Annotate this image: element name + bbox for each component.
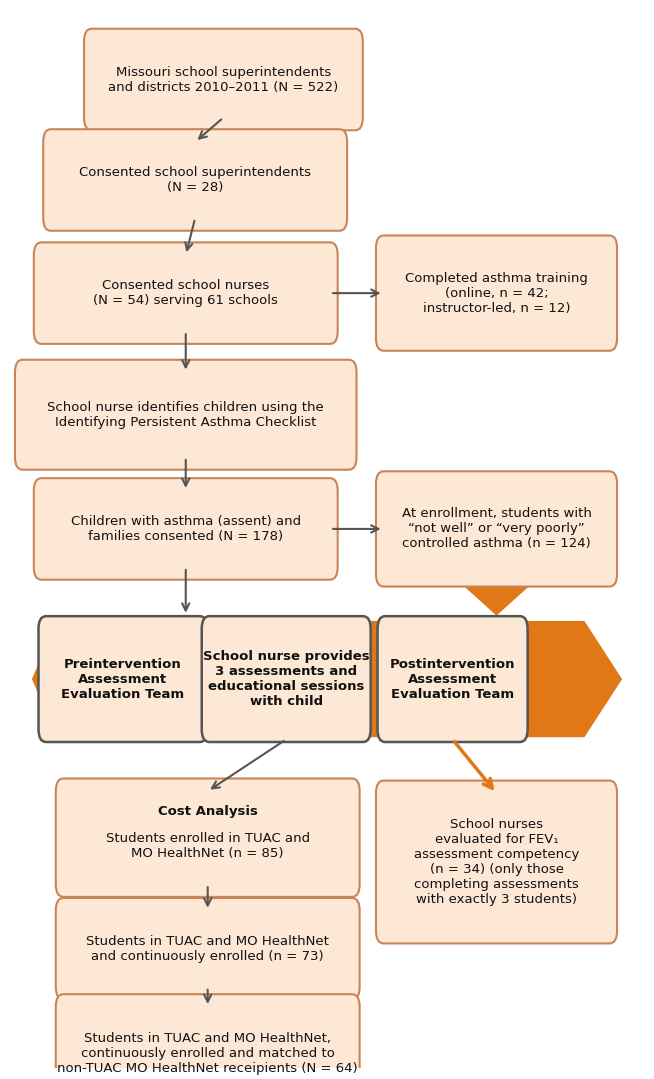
- FancyBboxPatch shape: [376, 780, 617, 943]
- FancyBboxPatch shape: [15, 359, 356, 469]
- Text: Completed asthma training
(online, n = 42;
instructor-led, n = 12): Completed asthma training (online, n = 4…: [405, 272, 588, 315]
- Text: Students in TUAC and MO HealthNet
and continuously enrolled (n = 73): Students in TUAC and MO HealthNet and co…: [86, 934, 329, 962]
- Text: Children with asthma (assent) and
families consented (N = 178): Children with asthma (assent) and famili…: [71, 515, 301, 543]
- FancyBboxPatch shape: [56, 778, 360, 897]
- FancyBboxPatch shape: [56, 898, 360, 999]
- Polygon shape: [32, 620, 622, 737]
- Text: Cost Analysis: Cost Analysis: [158, 805, 258, 818]
- FancyBboxPatch shape: [376, 235, 617, 351]
- Text: Preintervention
Assessment
Evaluation Team: Preintervention Assessment Evaluation Te…: [61, 657, 184, 700]
- FancyBboxPatch shape: [34, 243, 337, 344]
- FancyBboxPatch shape: [376, 472, 617, 587]
- Text: School nurse provides
3 assessments and
educational sessions
with child: School nurse provides 3 assessments and …: [203, 650, 370, 708]
- FancyBboxPatch shape: [56, 994, 360, 1079]
- Text: Students in TUAC and MO HealthNet,
continuously enrolled and matched to
non-TUAC: Students in TUAC and MO HealthNet, conti…: [58, 1032, 358, 1075]
- Polygon shape: [462, 585, 531, 616]
- Text: Missouri school superintendents
and districts 2010–2011 (N = 522): Missouri school superintendents and dist…: [109, 66, 339, 94]
- FancyBboxPatch shape: [84, 29, 363, 131]
- Text: At enrollment, students with
“not well” or “very poorly”
controlled asthma (n = : At enrollment, students with “not well” …: [402, 507, 591, 550]
- FancyBboxPatch shape: [201, 616, 371, 742]
- FancyBboxPatch shape: [39, 616, 207, 742]
- FancyBboxPatch shape: [377, 616, 528, 742]
- Text: Postintervention
Assessment
Evaluation Team: Postintervention Assessment Evaluation T…: [390, 657, 515, 700]
- FancyBboxPatch shape: [43, 129, 347, 231]
- Text: School nurse identifies children using the
Identifying Persistent Asthma Checkli: School nurse identifies children using t…: [47, 400, 324, 428]
- FancyBboxPatch shape: [34, 478, 337, 579]
- Text: Consented school superintendents
(N = 28): Consented school superintendents (N = 28…: [79, 166, 311, 194]
- Text: Consented school nurses
(N = 54) serving 61 schools: Consented school nurses (N = 54) serving…: [94, 279, 278, 308]
- Text: Students enrolled in TUAC and
MO HealthNet (n = 85): Students enrolled in TUAC and MO HealthN…: [106, 832, 310, 860]
- Text: School nurses
evaluated for FEV₁
assessment competency
(n = 34) (only those
comp: School nurses evaluated for FEV₁ assessm…: [414, 818, 579, 906]
